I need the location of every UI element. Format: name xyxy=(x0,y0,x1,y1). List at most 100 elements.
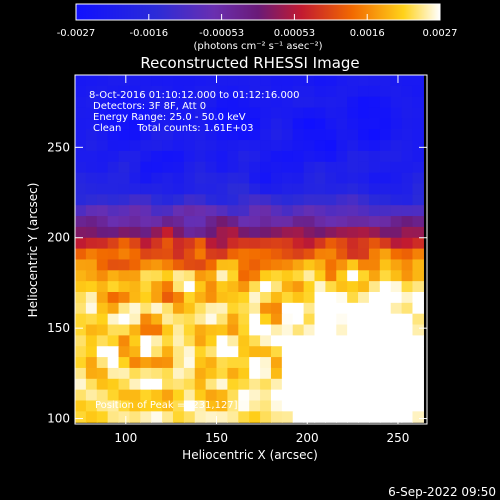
heatmap-cell xyxy=(118,324,131,336)
heatmap-cell xyxy=(140,411,152,423)
heatmap-cell xyxy=(412,335,424,347)
heatmap-cell xyxy=(314,75,326,87)
heatmap-cell xyxy=(358,205,370,217)
heatmap-cell xyxy=(379,129,392,141)
heatmap-cell xyxy=(107,281,120,293)
heatmap-cell xyxy=(281,226,294,239)
heatmap-cell xyxy=(260,237,272,250)
heatmap-cell xyxy=(162,248,174,261)
heatmap-cell xyxy=(260,281,272,293)
heatmap-cell xyxy=(390,107,403,119)
heatmap-cell xyxy=(183,194,196,206)
heatmap-cell xyxy=(260,150,272,163)
heatmap-cell xyxy=(249,96,261,109)
heatmap-cell xyxy=(358,335,370,347)
heatmap-cell xyxy=(172,324,185,336)
heatmap-cell xyxy=(85,411,98,423)
heatmap-cell xyxy=(347,367,359,380)
heatmap-cell xyxy=(129,172,141,185)
heatmap-cell xyxy=(216,335,229,347)
heatmap-cell xyxy=(401,259,414,271)
heatmap-cell xyxy=(303,237,316,250)
heatmap-cell xyxy=(107,129,120,141)
heatmap-cell xyxy=(379,150,392,163)
heatmap-cell xyxy=(303,248,316,261)
heatmap-cell xyxy=(303,313,316,326)
heatmap-cell xyxy=(172,302,185,315)
heatmap-cell xyxy=(151,96,163,109)
heatmap-cell xyxy=(336,378,348,391)
heatmap-cell xyxy=(238,183,250,195)
heatmap-cell xyxy=(379,75,392,87)
heatmap-cell xyxy=(151,237,163,250)
heatmap-cell xyxy=(140,346,152,358)
heatmap-cell xyxy=(358,357,370,369)
heatmap-cell xyxy=(368,140,381,152)
heatmap-cell xyxy=(270,194,283,206)
heatmap-cell xyxy=(379,107,392,119)
heatmap-cell xyxy=(390,324,403,336)
heatmap-cell xyxy=(336,411,348,423)
heatmap-cell xyxy=(249,281,261,293)
heatmap-cell xyxy=(270,270,283,282)
heatmap-cell xyxy=(238,129,250,141)
heatmap-cell xyxy=(314,248,326,261)
heatmap-cell xyxy=(205,129,218,141)
heatmap-cell xyxy=(238,107,250,119)
heatmap-cell xyxy=(325,85,337,98)
heatmap-cell xyxy=(129,324,141,336)
heatmap-cell xyxy=(129,313,141,326)
heatmap-cell xyxy=(303,259,316,271)
heatmap-cell xyxy=(194,140,207,152)
heatmap-cell xyxy=(162,313,174,326)
heatmap-cell xyxy=(118,205,131,217)
heatmap-cell xyxy=(281,107,294,119)
heatmap-cell xyxy=(358,140,370,152)
heatmap-cell xyxy=(107,150,120,163)
heatmap-cell xyxy=(162,183,174,195)
heatmap-cell xyxy=(249,335,261,347)
heatmap-cell xyxy=(85,378,98,391)
heatmap-cell xyxy=(314,324,326,336)
colorbar-tick-label: 0.0027 xyxy=(423,28,458,39)
heatmap-cell xyxy=(358,378,370,391)
heatmap-cell xyxy=(205,216,218,228)
heatmap-cell xyxy=(216,357,229,369)
heatmap-cell xyxy=(401,140,414,152)
heatmap-cell xyxy=(151,302,163,315)
heatmap-cell xyxy=(183,335,196,347)
heatmap-cell xyxy=(172,150,185,163)
heatmap-cell xyxy=(401,291,414,304)
heatmap-cell xyxy=(260,216,272,228)
heatmap-cell xyxy=(412,183,424,195)
heatmap-cell xyxy=(140,291,152,304)
heatmap-cell xyxy=(96,194,109,206)
heatmap-cell xyxy=(129,400,141,412)
heatmap-cell xyxy=(140,389,152,402)
heatmap-cell xyxy=(336,172,348,185)
heatmap-cell xyxy=(260,259,272,271)
heatmap-cell xyxy=(347,75,359,87)
heatmap-cell xyxy=(390,313,403,326)
heatmap-cell xyxy=(75,150,87,163)
heatmap-cell xyxy=(401,172,414,185)
heatmap-cell xyxy=(85,205,98,217)
heatmap-cell xyxy=(325,313,337,326)
heatmap-cell xyxy=(85,313,98,326)
heatmap-cell xyxy=(162,357,174,369)
heatmap-cell xyxy=(107,140,120,152)
heatmap-cell xyxy=(412,118,424,130)
heatmap-cell xyxy=(183,259,196,271)
heatmap-cell xyxy=(107,118,120,130)
heatmap-cell xyxy=(379,205,392,217)
heatmap-cell xyxy=(183,324,196,336)
heatmap-cell xyxy=(85,335,98,347)
heatmap-cell xyxy=(260,313,272,326)
heatmap-cell xyxy=(260,172,272,185)
heatmap-cell xyxy=(412,400,424,412)
heatmap-cell xyxy=(85,118,98,130)
heatmap-cell xyxy=(227,270,239,282)
heatmap-cell xyxy=(401,411,414,423)
heatmap-cell xyxy=(401,96,414,109)
heatmap-cell xyxy=(412,172,424,185)
